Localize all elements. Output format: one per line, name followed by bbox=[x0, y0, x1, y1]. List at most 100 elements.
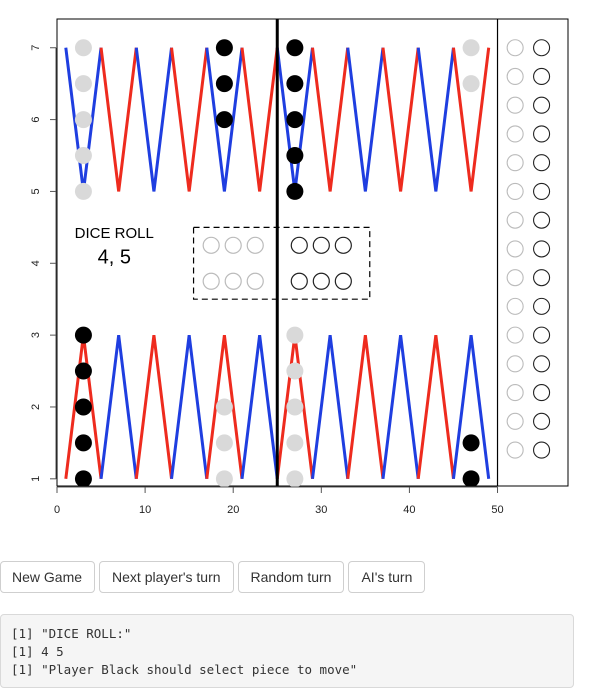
black-piece bbox=[286, 39, 304, 57]
bottom-point-triangle bbox=[381, 334, 420, 479]
y-tick-label: 5 bbox=[30, 188, 42, 194]
black-piece bbox=[286, 182, 304, 200]
bottom-point-triangle bbox=[346, 334, 385, 479]
dice-roll-value: 4, 5 bbox=[98, 246, 131, 268]
off-black-slot bbox=[533, 154, 551, 172]
bottom-point-triangle bbox=[205, 334, 244, 479]
black-piece bbox=[462, 434, 480, 452]
off-white-slot bbox=[506, 297, 524, 315]
top-point-triangle bbox=[451, 47, 491, 192]
white-piece bbox=[286, 470, 304, 488]
x-tick-label: 10 bbox=[139, 504, 151, 516]
top-point-triangle bbox=[205, 47, 244, 192]
white-piece bbox=[74, 111, 92, 129]
y-tick-label: 2 bbox=[30, 404, 42, 410]
dice-black-slot bbox=[334, 272, 352, 290]
black-piece bbox=[215, 75, 233, 93]
off-black-slot bbox=[533, 297, 551, 315]
off-white-slot bbox=[506, 67, 524, 86]
white-piece bbox=[74, 182, 92, 200]
black-piece bbox=[74, 326, 92, 344]
console-output: [1] "DICE ROLL:" [1] 4 5 [1] "Player Bla… bbox=[0, 614, 574, 688]
black-piece bbox=[286, 147, 304, 165]
y-tick-label: 1 bbox=[30, 476, 42, 482]
bottom-point-triangle bbox=[416, 334, 455, 479]
off-white-slot bbox=[506, 39, 524, 57]
bottom-point-triangle bbox=[170, 334, 209, 479]
white-piece bbox=[286, 398, 304, 416]
white-piece bbox=[286, 362, 304, 380]
off-black-slot bbox=[533, 240, 551, 258]
off-black-slot bbox=[533, 412, 551, 430]
off-white-slot bbox=[506, 384, 524, 402]
top-point-triangle bbox=[346, 47, 385, 192]
top-point-triangle bbox=[311, 47, 350, 192]
dice-white-slot bbox=[202, 272, 220, 290]
black-piece bbox=[74, 362, 92, 380]
backgammon-board-plot[interactable]: 0 10 20 30 40 50 1 2 3 4 5 6 7 DICE ROLL 4, 5 bbox=[0, 0, 611, 540]
bottom-point-triangle bbox=[240, 334, 279, 479]
dice-white-slot bbox=[224, 236, 242, 254]
white-piece bbox=[74, 147, 92, 165]
off-black-slot bbox=[533, 384, 551, 402]
white-piece bbox=[462, 39, 480, 57]
y-tick-label: 6 bbox=[30, 117, 42, 123]
y-tick-label: 4 bbox=[30, 260, 42, 266]
top-point-triangle bbox=[381, 47, 420, 192]
off-black-slot bbox=[533, 326, 551, 344]
off-black-slot bbox=[533, 182, 551, 200]
dice-white-slot bbox=[246, 272, 264, 290]
dice-white-slot bbox=[202, 236, 220, 254]
top-point-triangle bbox=[134, 47, 174, 192]
top-point-triangle bbox=[240, 47, 279, 192]
bottom-point-triangle bbox=[134, 334, 174, 479]
off-white-slot bbox=[506, 269, 524, 287]
dice-black-slot bbox=[290, 272, 308, 290]
top-point-triangle bbox=[416, 47, 455, 192]
dice-white-slot bbox=[246, 236, 264, 254]
x-tick-label: 50 bbox=[491, 504, 503, 516]
white-piece bbox=[74, 75, 92, 93]
off-white-slot bbox=[506, 125, 524, 143]
ai-turn-button[interactable]: AI's turn bbox=[348, 561, 426, 593]
black-piece bbox=[74, 398, 92, 416]
off-black-slot bbox=[533, 125, 551, 143]
white-piece bbox=[215, 434, 233, 452]
black-piece bbox=[74, 434, 92, 452]
off-black-slot bbox=[533, 39, 551, 57]
off-white-slot bbox=[506, 412, 524, 430]
off-black-slot bbox=[533, 441, 551, 459]
off-white-slot bbox=[506, 355, 524, 373]
dice-box bbox=[192, 226, 371, 300]
dice-black-slot bbox=[312, 272, 330, 290]
white-piece bbox=[286, 434, 304, 452]
white-piece bbox=[462, 75, 480, 93]
black-piece bbox=[215, 39, 233, 57]
top-point-triangle bbox=[170, 47, 209, 192]
off-white-slot bbox=[506, 211, 524, 229]
board-pieces bbox=[74, 39, 480, 488]
top-point-triangle bbox=[99, 47, 138, 192]
off-black-slot bbox=[533, 67, 551, 86]
bottom-point-triangle bbox=[451, 334, 491, 479]
off-white-slot bbox=[506, 240, 524, 258]
new-game-button[interactable]: New Game bbox=[0, 561, 96, 593]
off-white-slot bbox=[506, 182, 524, 200]
off-white-slot bbox=[506, 154, 524, 172]
next-player-turn-button[interactable]: Next player's turn bbox=[99, 561, 234, 593]
black-piece bbox=[286, 75, 304, 93]
x-tick-label: 30 bbox=[315, 504, 327, 516]
off-white-slot bbox=[506, 441, 524, 459]
dice-black-slot bbox=[334, 236, 352, 254]
black-piece bbox=[462, 470, 480, 488]
dice-white-slot bbox=[224, 272, 242, 290]
plot-border bbox=[56, 18, 569, 487]
x-tick-label: 0 bbox=[54, 504, 60, 516]
x-tick-label: 40 bbox=[403, 504, 415, 516]
y-tick-label: 3 bbox=[30, 332, 42, 338]
console-line: [1] 4 5 bbox=[11, 644, 64, 659]
off-black-slot bbox=[533, 96, 551, 114]
random-turn-button[interactable]: Random turn bbox=[237, 561, 345, 593]
off-white-slot bbox=[506, 326, 524, 344]
x-tick-label: 20 bbox=[227, 504, 239, 516]
